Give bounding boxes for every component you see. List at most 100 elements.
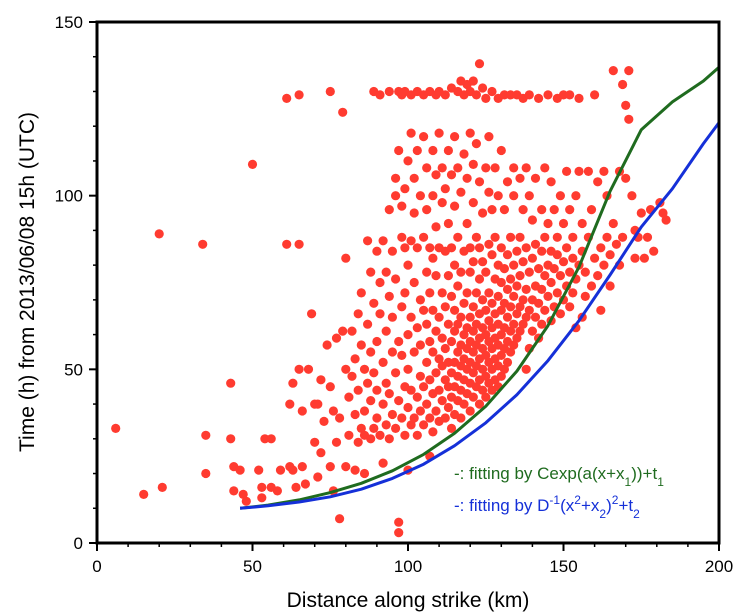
data-point — [440, 302, 450, 312]
data-point — [456, 413, 466, 423]
data-point — [515, 232, 525, 242]
data-point — [440, 184, 450, 194]
data-point — [571, 191, 581, 201]
data-point — [621, 100, 631, 110]
data-point — [456, 312, 466, 322]
data-point — [593, 271, 603, 281]
data-point — [552, 232, 562, 242]
data-point — [478, 364, 488, 374]
data-point — [434, 128, 444, 138]
data-point — [325, 462, 335, 472]
data-point — [487, 205, 497, 215]
data-point — [537, 319, 547, 329]
data-point — [468, 347, 478, 357]
data-point — [353, 309, 363, 319]
data-point — [471, 90, 481, 100]
data-point — [568, 232, 578, 242]
data-point — [359, 406, 370, 416]
data-point — [506, 274, 516, 284]
data-point — [450, 132, 460, 142]
data-point — [478, 385, 488, 395]
data-point — [387, 246, 397, 256]
data-point — [443, 218, 453, 229]
data-point — [369, 368, 379, 378]
data-point — [524, 191, 534, 201]
data-point — [512, 281, 522, 291]
data-point — [294, 364, 304, 374]
data-point — [406, 420, 416, 430]
x-tick-label: 50 — [243, 557, 262, 576]
data-point — [468, 392, 478, 402]
data-point — [490, 163, 500, 173]
data-point — [456, 187, 466, 197]
data-point — [157, 482, 167, 492]
data-point — [419, 382, 429, 392]
data-point — [484, 187, 494, 197]
data-point — [422, 205, 432, 215]
data-point — [428, 191, 438, 201]
fit-curve-poly — [239, 121, 721, 510]
data-point — [512, 333, 522, 343]
data-point — [540, 163, 550, 173]
data-point — [437, 396, 447, 406]
data-point — [434, 385, 444, 395]
data-point — [521, 312, 531, 322]
data-point — [434, 312, 444, 322]
data-point — [471, 232, 481, 242]
data-point — [590, 253, 600, 263]
data-point — [605, 281, 615, 291]
data-point — [509, 291, 519, 301]
data-point — [509, 260, 519, 270]
data-point — [555, 271, 566, 281]
data-point — [412, 392, 422, 402]
data-point — [201, 468, 211, 479]
data-point — [341, 364, 351, 374]
data-point — [443, 271, 453, 281]
data-point — [378, 236, 388, 246]
data-point — [316, 375, 326, 385]
data-point — [384, 389, 394, 399]
y-tick-label: 0 — [74, 534, 83, 553]
data-point — [468, 302, 478, 312]
data-point — [372, 336, 382, 347]
data-point — [111, 423, 121, 433]
data-point — [502, 357, 513, 367]
data-point — [496, 145, 506, 156]
x-tick-label: 150 — [549, 557, 577, 576]
data-point — [241, 496, 251, 506]
data-point — [450, 260, 460, 270]
data-point — [590, 90, 600, 100]
data-point — [359, 468, 370, 479]
data-point — [465, 406, 475, 416]
data-point — [558, 257, 569, 267]
data-point — [288, 465, 298, 475]
data-point — [366, 396, 376, 406]
data-point — [456, 267, 466, 277]
data-point — [419, 232, 429, 242]
data-point — [462, 218, 472, 229]
data-point — [247, 159, 258, 169]
data-point — [297, 406, 307, 416]
data-point — [496, 277, 506, 288]
data-point — [506, 347, 516, 357]
data-point — [474, 177, 485, 187]
data-point — [577, 218, 587, 229]
data-point — [431, 406, 441, 416]
data-point — [425, 413, 435, 423]
data-point — [443, 145, 453, 156]
data-point — [453, 281, 463, 291]
data-point — [387, 347, 397, 357]
data-point — [543, 291, 553, 301]
data-point — [285, 399, 295, 409]
data-point — [400, 243, 410, 253]
data-point — [608, 66, 618, 76]
data-point — [565, 90, 575, 100]
data-point — [431, 271, 441, 281]
data-point — [443, 402, 453, 413]
data-point — [350, 354, 360, 364]
data-point — [419, 132, 429, 142]
fit-curves — [239, 66, 721, 510]
data-point — [440, 413, 450, 423]
data-point — [391, 173, 401, 183]
